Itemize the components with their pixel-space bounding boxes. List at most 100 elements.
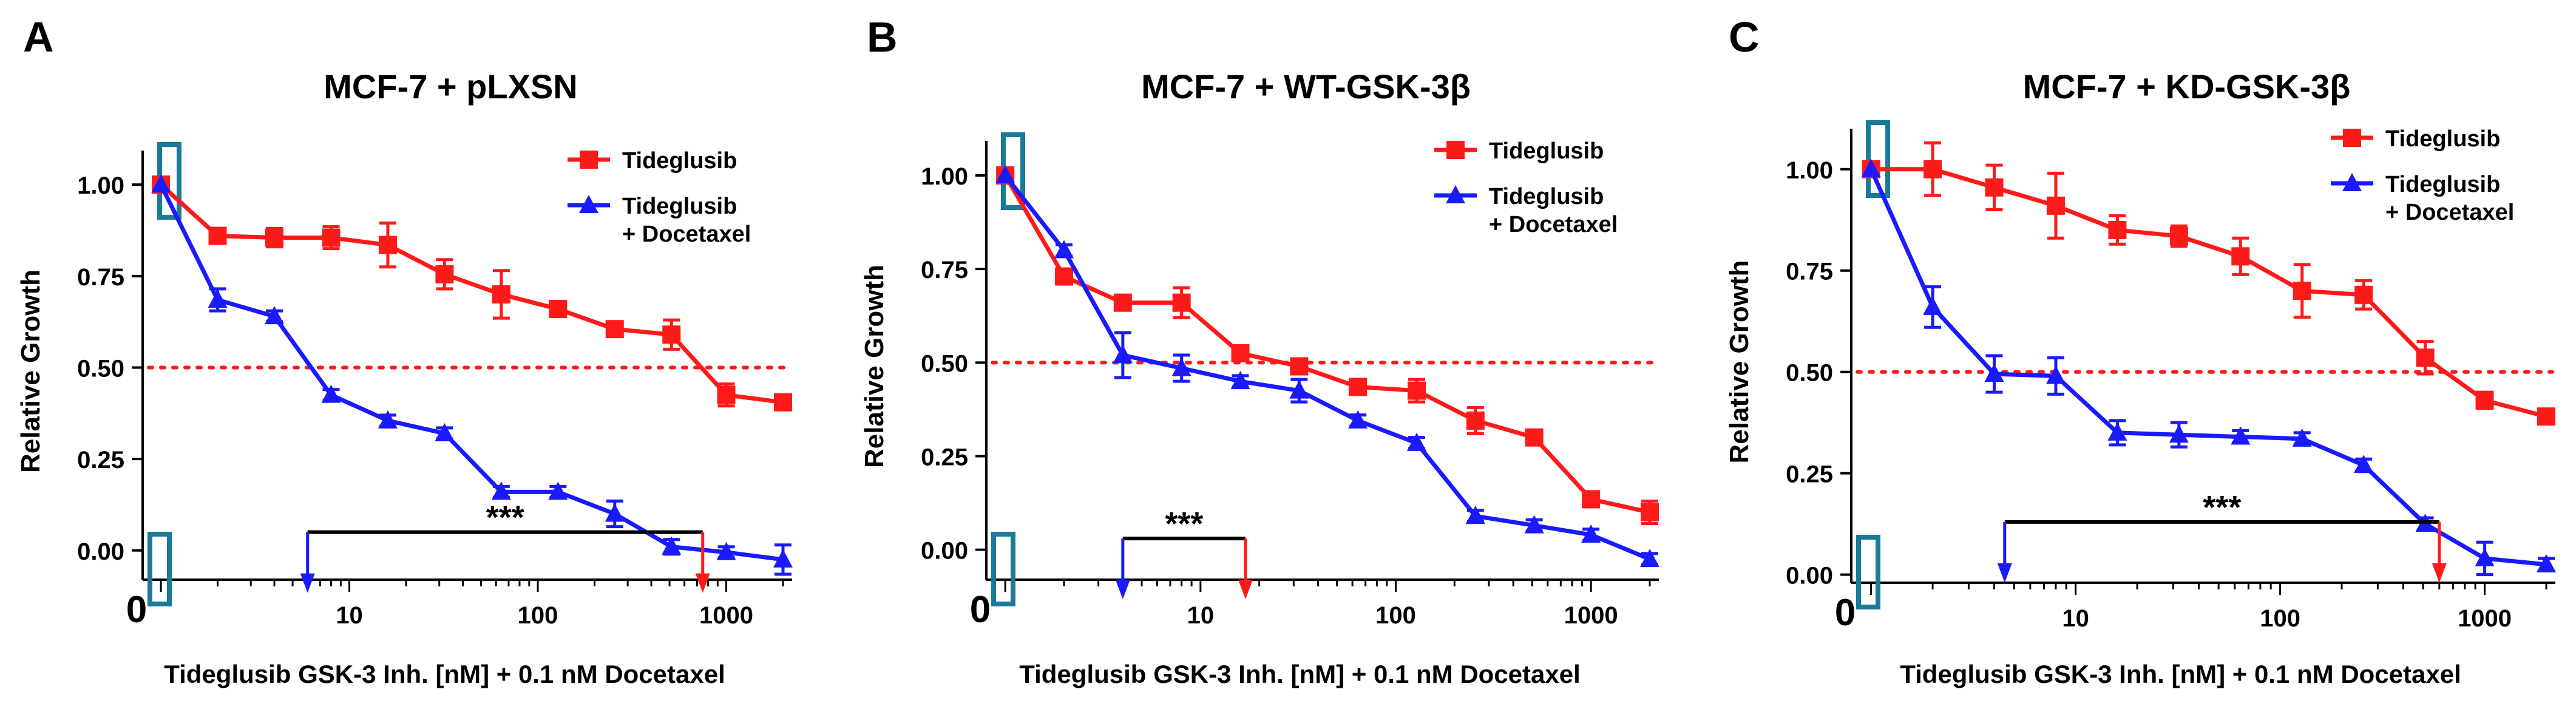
y-tick-label: 0.00 xyxy=(1786,563,1833,589)
data-point xyxy=(1171,358,1191,376)
series-tideglusib-docetaxel xyxy=(995,165,1659,568)
data-point xyxy=(2169,226,2188,245)
legend-label: Tideglusib xyxy=(2385,172,2500,197)
highlight-box-bottom xyxy=(991,532,1015,606)
data-point xyxy=(716,541,736,560)
y-tick-label: 0.50 xyxy=(921,350,968,377)
legend-label: Tideglusib xyxy=(622,148,737,174)
x-axis-label: Tideglusib GSK-3 Inh. [nM] + 0.1 nM Doce… xyxy=(1900,660,2461,688)
data-point xyxy=(2292,428,2312,447)
x-tick-label: 1000 xyxy=(699,602,753,629)
data-point xyxy=(2231,426,2251,445)
series-line xyxy=(158,183,784,562)
x-tick-label: 100 xyxy=(2260,605,2300,632)
data-point xyxy=(1641,503,1659,521)
legend-label-line2: + Docetaxel xyxy=(1489,212,1618,237)
series-line xyxy=(159,183,784,405)
data-point xyxy=(2537,554,2556,572)
legend-marker xyxy=(2343,129,2361,147)
significance-label: *** xyxy=(486,500,524,536)
data-point xyxy=(321,384,341,403)
data-point xyxy=(717,385,736,404)
x-axis-label: Tideglusib GSK-3 Inh. [nM] + 0.1 nM Doce… xyxy=(164,660,725,688)
data-point xyxy=(549,300,568,319)
arrowhead-blue xyxy=(300,573,315,593)
data-point xyxy=(492,285,510,304)
x-tick-label: 1000 xyxy=(1564,602,1618,629)
data-point xyxy=(2293,282,2311,300)
y-tick-label: 1.00 xyxy=(921,163,968,190)
data-point xyxy=(1466,411,1485,430)
data-point xyxy=(2537,407,2555,426)
data-point xyxy=(2108,220,2127,239)
panel-letter: A xyxy=(23,13,54,61)
x-tick-label: 10 xyxy=(2062,605,2089,632)
data-point xyxy=(1582,490,1601,509)
data-point xyxy=(2046,365,2066,384)
y-tick-label: 0.00 xyxy=(77,538,124,565)
data-point xyxy=(1289,380,1309,399)
data-point xyxy=(995,165,1015,183)
legend: Tideglusib Tideglusib + Docetaxel xyxy=(2331,126,2514,225)
chart-title: MCF-7 + WT-GSK-3β xyxy=(1141,67,1471,106)
legend-marker xyxy=(2342,173,2362,191)
data-point xyxy=(773,549,793,568)
highlight-box-bottom xyxy=(147,532,172,606)
y-tick-label: 1.00 xyxy=(77,172,124,199)
data-point xyxy=(491,481,511,500)
data-point xyxy=(1924,160,1942,178)
data-point xyxy=(322,228,341,247)
data-point xyxy=(378,236,397,254)
y-tick-label: 0.75 xyxy=(921,257,968,283)
series-line xyxy=(1003,174,1651,561)
data-point xyxy=(1984,364,2004,382)
data-point xyxy=(1113,345,1133,363)
data-point xyxy=(774,393,792,412)
y-tick-label: 1.00 xyxy=(1786,157,1833,184)
arrowhead-red xyxy=(2432,563,2447,583)
data-point xyxy=(265,228,284,247)
x-tick-label: 0 xyxy=(126,589,147,631)
y-axis-label: Relative Growth xyxy=(16,270,46,473)
data-point xyxy=(265,306,285,325)
legend-marker xyxy=(1446,185,1465,203)
series-line xyxy=(1869,168,2547,567)
x-tick-label: 100 xyxy=(1375,602,1416,629)
data-point xyxy=(1348,410,1368,429)
series-tideglusib-docetaxel xyxy=(1861,158,2556,577)
data-point xyxy=(548,481,568,500)
highlight-box-bottom xyxy=(1856,535,1880,609)
panel-a: A MCF-7 + pLXSN Relative Growth Tideglusib … xyxy=(16,13,793,688)
y-axis-label: Relative Growth xyxy=(859,265,889,468)
highlight-box-top xyxy=(1866,120,1890,198)
data-point xyxy=(662,325,681,344)
data-point xyxy=(1054,240,1074,259)
significance-bracket: *** xyxy=(1115,506,1253,600)
significance-label: *** xyxy=(2203,489,2241,526)
data-point xyxy=(378,410,398,429)
data-point xyxy=(2169,424,2189,443)
series-line xyxy=(1003,174,1650,515)
data-point xyxy=(435,265,454,283)
data-point xyxy=(2475,391,2494,410)
x-tick-label: 10 xyxy=(1187,602,1215,629)
chart-title: MCF-7 + pLXSN xyxy=(324,67,577,106)
series-tideglusib xyxy=(152,175,792,412)
data-point xyxy=(1172,293,1191,312)
data-point xyxy=(2416,348,2435,367)
y-tick-label: 0.50 xyxy=(1786,360,1833,387)
data-point xyxy=(1406,432,1426,451)
significance-bracket: *** xyxy=(300,500,710,593)
data-point xyxy=(1290,357,1309,376)
data-point xyxy=(1861,158,1881,177)
arrowhead-red xyxy=(1238,580,1253,600)
data-point xyxy=(2354,285,2373,304)
panel-letter: C xyxy=(1729,13,1760,61)
x-tick-label: 1000 xyxy=(2458,605,2512,632)
y-tick-label: 0.50 xyxy=(77,355,124,382)
series-line xyxy=(1871,167,2547,419)
significance-bracket: *** xyxy=(1997,489,2447,583)
legend-label: Tideglusib xyxy=(2385,126,2500,152)
data-point xyxy=(2107,422,2127,441)
